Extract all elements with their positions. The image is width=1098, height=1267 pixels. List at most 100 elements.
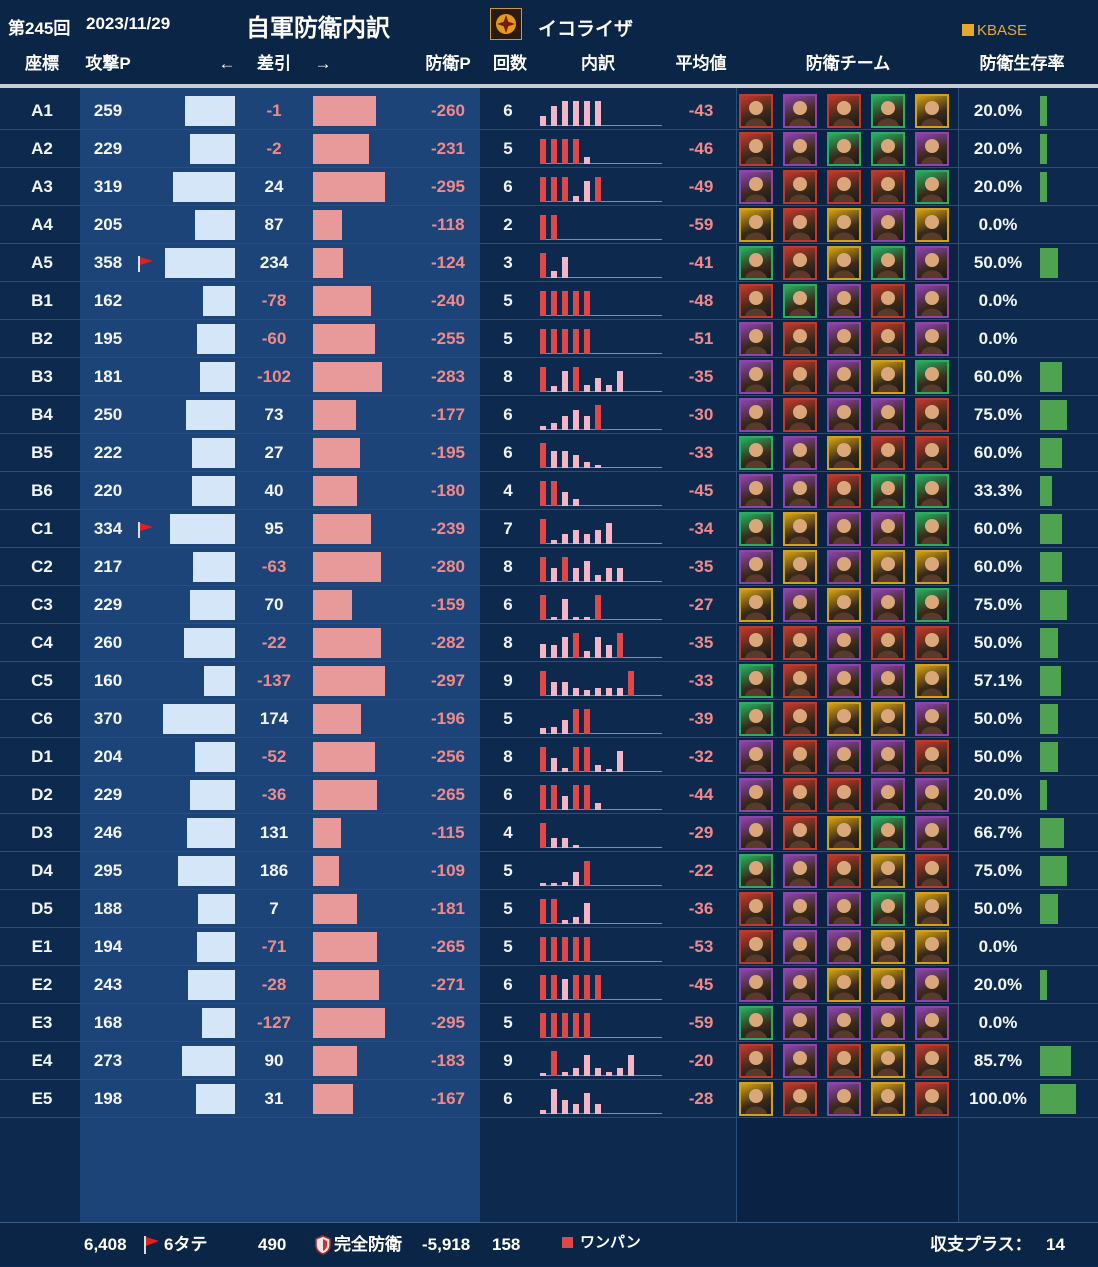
hero-avatar-icon[interactable] bbox=[783, 778, 817, 812]
hero-avatar-icon[interactable] bbox=[827, 132, 861, 166]
hero-avatar-icon[interactable] bbox=[915, 702, 949, 736]
hero-avatar-icon[interactable] bbox=[915, 512, 949, 546]
hero-avatar-icon[interactable] bbox=[783, 588, 817, 622]
hero-avatar-icon[interactable] bbox=[915, 816, 949, 850]
hero-avatar-icon[interactable] bbox=[827, 284, 861, 318]
hero-avatar-icon[interactable] bbox=[739, 1082, 773, 1116]
hero-avatar-icon[interactable] bbox=[783, 132, 817, 166]
hero-avatar-icon[interactable] bbox=[915, 284, 949, 318]
hero-avatar-icon[interactable] bbox=[915, 854, 949, 888]
hero-avatar-icon[interactable] bbox=[827, 436, 861, 470]
hero-avatar-icon[interactable] bbox=[915, 626, 949, 660]
hero-avatar-icon[interactable] bbox=[827, 360, 861, 394]
hero-avatar-icon[interactable] bbox=[915, 322, 949, 356]
hero-avatar-icon[interactable] bbox=[783, 94, 817, 128]
hero-avatar-icon[interactable] bbox=[871, 170, 905, 204]
hero-avatar-icon[interactable] bbox=[871, 854, 905, 888]
hero-avatar-icon[interactable] bbox=[783, 246, 817, 280]
hero-avatar-icon[interactable] bbox=[783, 740, 817, 774]
hero-avatar-icon[interactable] bbox=[783, 816, 817, 850]
hero-avatar-icon[interactable] bbox=[827, 474, 861, 508]
hero-avatar-icon[interactable] bbox=[739, 132, 773, 166]
hero-avatar-icon[interactable] bbox=[827, 778, 861, 812]
hero-avatar-icon[interactable] bbox=[739, 1006, 773, 1040]
hero-avatar-icon[interactable] bbox=[915, 550, 949, 584]
hero-avatar-icon[interactable] bbox=[915, 1082, 949, 1116]
hero-avatar-icon[interactable] bbox=[783, 474, 817, 508]
hero-avatar-icon[interactable] bbox=[783, 854, 817, 888]
hero-avatar-icon[interactable] bbox=[739, 284, 773, 318]
hero-avatar-icon[interactable] bbox=[871, 398, 905, 432]
hero-avatar-icon[interactable] bbox=[783, 360, 817, 394]
hero-avatar-icon[interactable] bbox=[827, 246, 861, 280]
hero-avatar-icon[interactable] bbox=[739, 208, 773, 242]
hero-avatar-icon[interactable] bbox=[871, 132, 905, 166]
hero-avatar-icon[interactable] bbox=[783, 664, 817, 698]
hero-avatar-icon[interactable] bbox=[871, 702, 905, 736]
hero-avatar-icon[interactable] bbox=[871, 626, 905, 660]
hero-avatar-icon[interactable] bbox=[827, 170, 861, 204]
hero-avatar-icon[interactable] bbox=[827, 664, 861, 698]
hero-avatar-icon[interactable] bbox=[783, 968, 817, 1002]
hero-avatar-icon[interactable] bbox=[915, 246, 949, 280]
hero-avatar-icon[interactable] bbox=[871, 740, 905, 774]
hero-avatar-icon[interactable] bbox=[915, 94, 949, 128]
hero-avatar-icon[interactable] bbox=[871, 968, 905, 1002]
hero-avatar-icon[interactable] bbox=[739, 664, 773, 698]
hero-avatar-icon[interactable] bbox=[827, 512, 861, 546]
hero-avatar-icon[interactable] bbox=[739, 94, 773, 128]
hero-avatar-icon[interactable] bbox=[739, 892, 773, 926]
hero-avatar-icon[interactable] bbox=[871, 322, 905, 356]
hero-avatar-icon[interactable] bbox=[783, 626, 817, 660]
hero-avatar-icon[interactable] bbox=[827, 1044, 861, 1078]
hero-avatar-icon[interactable] bbox=[915, 588, 949, 622]
hero-avatar-icon[interactable] bbox=[871, 930, 905, 964]
hero-avatar-icon[interactable] bbox=[783, 930, 817, 964]
hero-avatar-icon[interactable] bbox=[739, 1044, 773, 1078]
hero-avatar-icon[interactable] bbox=[915, 1006, 949, 1040]
hero-avatar-icon[interactable] bbox=[739, 702, 773, 736]
hero-avatar-icon[interactable] bbox=[827, 398, 861, 432]
hero-avatar-icon[interactable] bbox=[783, 436, 817, 470]
hero-avatar-icon[interactable] bbox=[915, 436, 949, 470]
hero-avatar-icon[interactable] bbox=[739, 626, 773, 660]
hero-avatar-icon[interactable] bbox=[871, 816, 905, 850]
hero-avatar-icon[interactable] bbox=[827, 94, 861, 128]
hero-avatar-icon[interactable] bbox=[915, 474, 949, 508]
hero-avatar-icon[interactable] bbox=[739, 588, 773, 622]
hero-avatar-icon[interactable] bbox=[827, 968, 861, 1002]
hero-avatar-icon[interactable] bbox=[827, 322, 861, 356]
hero-avatar-icon[interactable] bbox=[827, 1082, 861, 1116]
hero-avatar-icon[interactable] bbox=[827, 626, 861, 660]
hero-avatar-icon[interactable] bbox=[871, 208, 905, 242]
hero-avatar-icon[interactable] bbox=[871, 664, 905, 698]
hero-avatar-icon[interactable] bbox=[739, 854, 773, 888]
hero-avatar-icon[interactable] bbox=[783, 1044, 817, 1078]
hero-avatar-icon[interactable] bbox=[739, 778, 773, 812]
hero-avatar-icon[interactable] bbox=[827, 588, 861, 622]
hero-avatar-icon[interactable] bbox=[739, 930, 773, 964]
hero-avatar-icon[interactable] bbox=[827, 1006, 861, 1040]
hero-avatar-icon[interactable] bbox=[871, 246, 905, 280]
hero-avatar-icon[interactable] bbox=[827, 892, 861, 926]
hero-avatar-icon[interactable] bbox=[739, 360, 773, 394]
hero-avatar-icon[interactable] bbox=[783, 284, 817, 318]
hero-avatar-icon[interactable] bbox=[739, 816, 773, 850]
hero-avatar-icon[interactable] bbox=[783, 170, 817, 204]
hero-avatar-icon[interactable] bbox=[739, 474, 773, 508]
hero-avatar-icon[interactable] bbox=[915, 1044, 949, 1078]
hero-avatar-icon[interactable] bbox=[739, 436, 773, 470]
hero-avatar-icon[interactable] bbox=[783, 892, 817, 926]
hero-avatar-icon[interactable] bbox=[871, 892, 905, 926]
hero-avatar-icon[interactable] bbox=[915, 778, 949, 812]
hero-avatar-icon[interactable] bbox=[915, 930, 949, 964]
hero-avatar-icon[interactable] bbox=[871, 588, 905, 622]
hero-avatar-icon[interactable] bbox=[827, 740, 861, 774]
hero-avatar-icon[interactable] bbox=[871, 778, 905, 812]
hero-avatar-icon[interactable] bbox=[783, 208, 817, 242]
hero-avatar-icon[interactable] bbox=[739, 550, 773, 584]
hero-avatar-icon[interactable] bbox=[871, 360, 905, 394]
hero-avatar-icon[interactable] bbox=[783, 1006, 817, 1040]
hero-avatar-icon[interactable] bbox=[827, 702, 861, 736]
hero-avatar-icon[interactable] bbox=[915, 968, 949, 1002]
